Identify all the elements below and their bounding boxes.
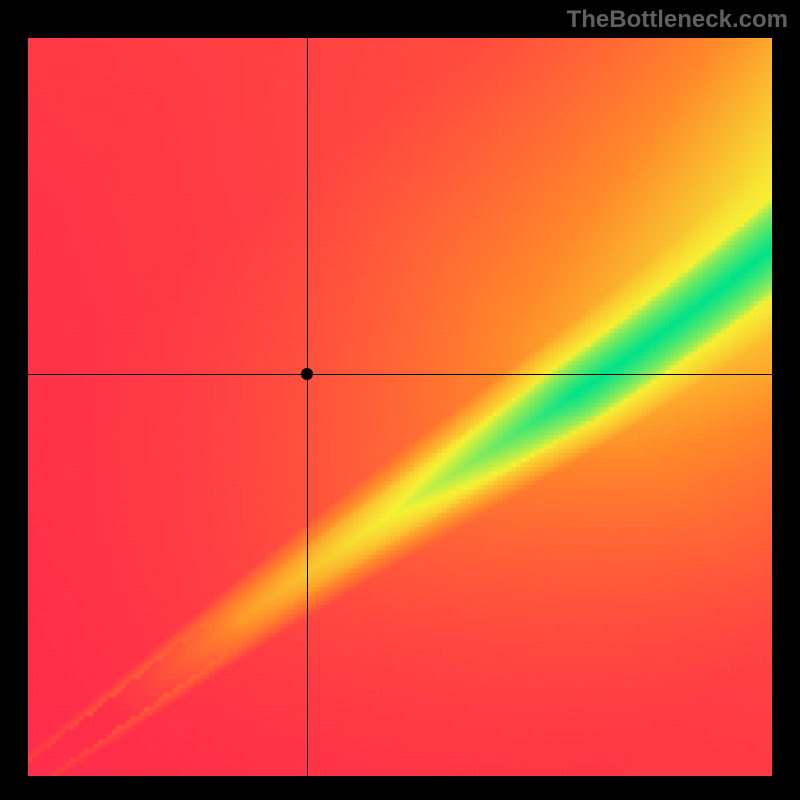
watermark-text: TheBottleneck.com (567, 6, 788, 34)
plot-area (28, 38, 772, 776)
crosshair-vertical (307, 38, 308, 776)
chart-container: TheBottleneck.com (0, 0, 800, 800)
heatmap-canvas (28, 38, 772, 776)
crosshair-horizontal (28, 374, 772, 375)
crosshair-marker (301, 368, 313, 380)
